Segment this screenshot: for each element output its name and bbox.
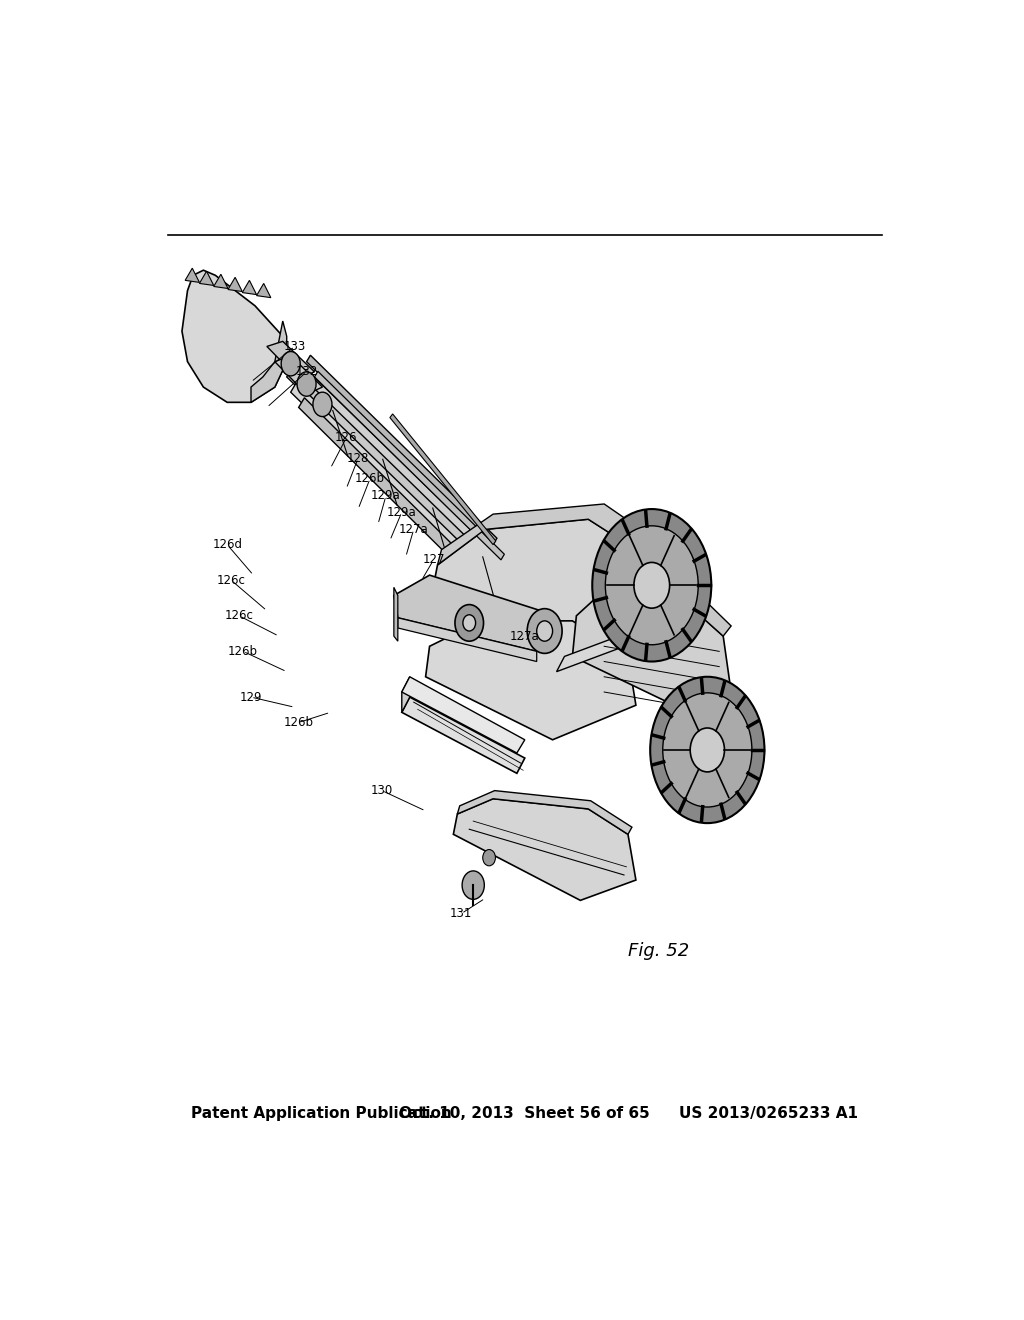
Text: 128: 128: [347, 451, 370, 465]
Polygon shape: [397, 618, 537, 661]
Polygon shape: [182, 271, 287, 403]
Polygon shape: [283, 352, 539, 606]
Circle shape: [537, 620, 553, 642]
Text: 131: 131: [451, 907, 472, 920]
Text: 127a: 127a: [510, 630, 540, 643]
Polygon shape: [394, 587, 397, 642]
Text: 126b: 126b: [228, 645, 258, 657]
Polygon shape: [401, 677, 524, 752]
Circle shape: [650, 677, 765, 824]
Text: 127a: 127a: [398, 523, 429, 536]
Polygon shape: [401, 697, 524, 774]
Polygon shape: [572, 590, 731, 718]
Text: 129: 129: [240, 690, 262, 704]
Polygon shape: [291, 383, 547, 636]
Text: 129a: 129a: [387, 506, 417, 519]
Circle shape: [592, 510, 712, 661]
Polygon shape: [214, 275, 228, 289]
Polygon shape: [604, 577, 731, 636]
Text: Fig. 52: Fig. 52: [628, 942, 689, 960]
Text: Oct. 10, 2013  Sheet 56 of 65: Oct. 10, 2013 Sheet 56 of 65: [399, 1106, 650, 1121]
Circle shape: [527, 609, 562, 653]
Text: 126c: 126c: [217, 574, 246, 586]
Polygon shape: [458, 791, 632, 834]
Polygon shape: [185, 268, 200, 282]
Text: 127: 127: [422, 553, 444, 566]
Polygon shape: [251, 321, 287, 403]
Polygon shape: [200, 271, 214, 285]
Polygon shape: [532, 606, 612, 661]
Text: US 2013/0265233 A1: US 2013/0265233 A1: [679, 1106, 858, 1121]
Polygon shape: [306, 355, 497, 545]
Polygon shape: [390, 414, 496, 545]
Polygon shape: [314, 371, 505, 560]
Circle shape: [313, 392, 332, 417]
Circle shape: [463, 615, 475, 631]
Polygon shape: [274, 355, 323, 395]
Text: 130: 130: [371, 784, 393, 797]
Circle shape: [663, 693, 752, 807]
Text: 126c: 126c: [224, 610, 254, 622]
Text: 129a: 129a: [371, 490, 400, 503]
Polygon shape: [257, 284, 270, 297]
Polygon shape: [430, 519, 668, 672]
Text: 126b: 126b: [284, 715, 313, 729]
Polygon shape: [557, 620, 659, 672]
Polygon shape: [401, 677, 410, 713]
Polygon shape: [243, 280, 257, 294]
Circle shape: [297, 372, 316, 396]
Circle shape: [634, 562, 670, 609]
Circle shape: [690, 729, 724, 772]
Polygon shape: [267, 342, 314, 379]
Text: 126d: 126d: [212, 539, 243, 552]
Circle shape: [482, 850, 496, 866]
Polygon shape: [454, 799, 636, 900]
Circle shape: [462, 871, 484, 899]
Polygon shape: [299, 397, 551, 651]
Text: 126: 126: [335, 432, 357, 445]
Polygon shape: [426, 620, 636, 739]
Polygon shape: [437, 504, 655, 565]
Polygon shape: [228, 277, 243, 292]
Polygon shape: [287, 367, 543, 620]
Text: 126b: 126b: [355, 473, 385, 484]
Polygon shape: [394, 576, 549, 651]
Circle shape: [605, 525, 698, 644]
Text: 133: 133: [284, 341, 306, 352]
Circle shape: [455, 605, 483, 642]
Text: Patent Application Publication: Patent Application Publication: [191, 1106, 453, 1121]
Text: 132: 132: [295, 366, 317, 379]
Circle shape: [282, 351, 300, 376]
